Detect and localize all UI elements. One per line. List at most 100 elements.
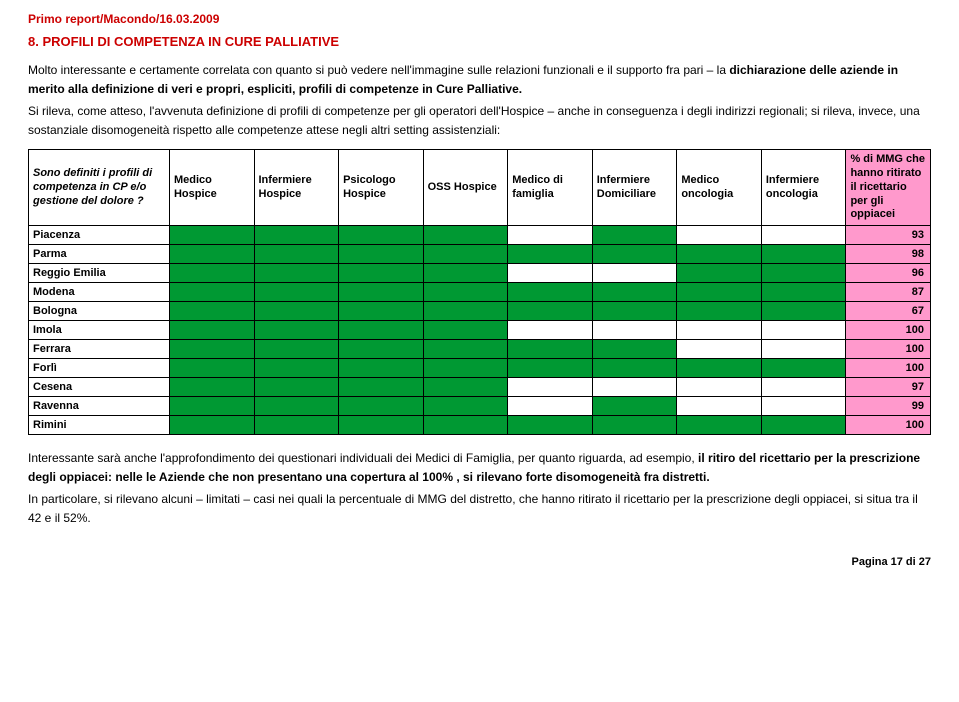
cell [423,302,508,321]
cell [677,321,762,340]
col-header: Medico di famiglia [508,150,593,226]
cell [254,321,339,340]
cell [761,378,846,397]
cell [508,378,593,397]
cell [254,245,339,264]
cell [761,359,846,378]
row-name: Cesena [29,378,170,397]
cell [761,340,846,359]
table-row: Reggio Emilia 96 [29,264,931,283]
pct-cell: 100 [846,321,931,340]
cell [339,302,424,321]
row-name: Forlì [29,359,170,378]
page-footer: Pagina 17 di 27 [28,556,931,568]
cell [677,340,762,359]
row-name: Rimini [29,416,170,435]
cell [169,359,254,378]
col-header: Infermiere oncologia [761,150,846,226]
cell [254,302,339,321]
cell [169,302,254,321]
table-body: Piacenza93Parma98Reggio Emilia96Modena87… [29,226,931,435]
cell [677,264,762,283]
pct-cell: 100 [846,416,931,435]
cell [592,302,677,321]
cell [592,359,677,378]
cell [254,340,339,359]
paragraph-1: Molto interessante e certamente correlat… [28,61,931,98]
cell [677,283,762,302]
row-name: Ravenna [29,397,170,416]
cell [254,283,339,302]
table-row: Bologna67 [29,302,931,321]
page-header: Primo report/Macondo/16.03.2009 [28,12,931,26]
pct-cell: 99 [846,397,931,416]
table-row: Rimini 100 [29,416,931,435]
cell [508,321,593,340]
cell [677,416,762,435]
cell [508,245,593,264]
cell [677,378,762,397]
row-name: Ferrara [29,340,170,359]
competence-table: Sono definiti i profili di competenza in… [28,149,931,435]
cell [339,378,424,397]
pct-cell: 98 [846,245,931,264]
cell [254,397,339,416]
pct-cell: 100 [846,340,931,359]
cell [254,264,339,283]
cell [339,245,424,264]
cell [423,245,508,264]
cell [508,226,593,245]
col-header: Medico oncologia [677,150,762,226]
cell [761,416,846,435]
cell [254,378,339,397]
paragraph-4: In particolare, si rilevano alcuni – lim… [28,490,931,527]
cell [508,302,593,321]
cell [761,397,846,416]
cell [508,416,593,435]
cell [169,378,254,397]
cell [339,416,424,435]
cell [592,283,677,302]
cell [254,416,339,435]
cell [761,245,846,264]
pct-cell: 93 [846,226,931,245]
pct-cell: 96 [846,264,931,283]
cell [169,245,254,264]
col-header: OSS Hospice [423,150,508,226]
cell [169,226,254,245]
cell [339,340,424,359]
cell [423,340,508,359]
cell [508,264,593,283]
cell [508,340,593,359]
table-row: Piacenza93 [29,226,931,245]
table-row: Cesena 97 [29,378,931,397]
cell [423,283,508,302]
cell [761,264,846,283]
col-header: Infermiere Domiciliare [592,150,677,226]
cell [592,245,677,264]
row-name: Reggio Emilia [29,264,170,283]
table-row: Modena87 [29,283,931,302]
cell [592,397,677,416]
col-header: Psicologo Hospice [339,150,424,226]
col-header: Infermiere Hospice [254,150,339,226]
table-header-row: Sono definiti i profili di competenza in… [29,150,931,226]
paragraph-3: Interessante sarà anche l'approfondiment… [28,449,931,486]
cell [423,416,508,435]
cell [423,226,508,245]
pct-cell: 97 [846,378,931,397]
cell [339,226,424,245]
table-row: Ferrara 100 [29,340,931,359]
cell [169,397,254,416]
table-row: Ravenna 99 [29,397,931,416]
col-header: Medico Hospice [169,150,254,226]
cell [169,416,254,435]
cell [677,245,762,264]
table-corner: Sono definiti i profili di competenza in… [29,150,170,226]
cell [339,321,424,340]
cell [423,378,508,397]
cell [592,321,677,340]
cell [169,264,254,283]
cell [761,321,846,340]
cell [339,359,424,378]
